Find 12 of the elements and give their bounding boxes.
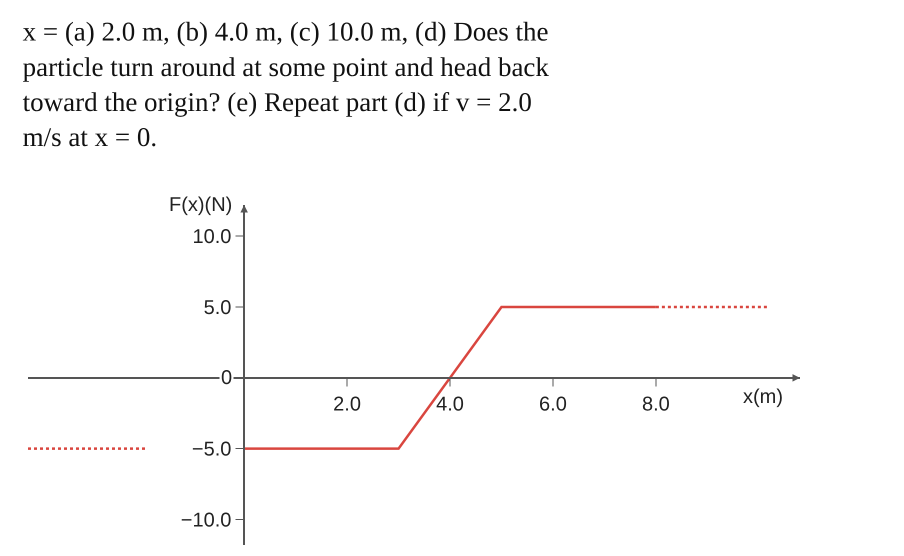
x-tick-label: 8.0 [642,394,670,416]
x-tick-label: 4.0 [436,394,464,416]
y-tick-label: −5.0 [192,438,232,461]
x-tick-label: 2.0 [333,394,361,416]
y-tick-label: 5.0 [204,297,232,319]
y-tick-label: 10.0 [192,226,232,248]
chart-title: x = (a) 2.0 m, (b) 4.0 m, (c) 10.0 m, (d) Does the particle turn around at some point and head back toward the origin? (e) Repeat part (d) if v = 2.0 m/s at x = 0. [22,16,550,152]
x-axis-title: x(m) [743,386,783,408]
x-tick-label: 6.0 [539,394,567,416]
y-tick-label: 0 [221,367,232,389]
y-axis-title: F(x)(N) [169,194,232,216]
y-tick-label: −10.0 [180,510,232,532]
